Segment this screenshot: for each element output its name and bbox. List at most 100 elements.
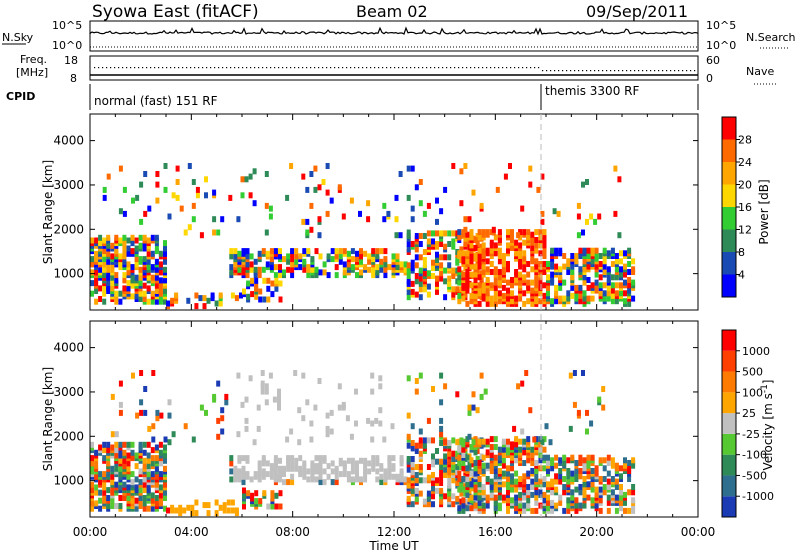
heatmap-cell bbox=[309, 202, 314, 209]
heatmap-cell bbox=[418, 267, 423, 274]
heatmap-cell bbox=[461, 460, 466, 466]
heatmap-cell bbox=[594, 491, 599, 498]
heatmap-cell bbox=[135, 412, 140, 419]
heatmap-cell bbox=[146, 452, 151, 459]
heatmap-cell bbox=[578, 292, 583, 299]
heatmap-cell bbox=[497, 494, 502, 501]
heatmap-cell bbox=[510, 454, 514, 461]
heatmap-cell bbox=[253, 266, 258, 273]
heatmap-cell bbox=[530, 279, 535, 286]
heatmap-cell bbox=[354, 420, 358, 427]
freq-dot bbox=[410, 67, 412, 69]
heatmap-cell bbox=[406, 477, 411, 484]
heatmap-cell bbox=[230, 499, 235, 506]
heatmap-cell bbox=[510, 277, 514, 283]
heatmap-cell bbox=[367, 468, 372, 475]
heatmap-cell bbox=[493, 250, 498, 257]
heatmap-cell bbox=[229, 476, 234, 483]
freq-dot bbox=[674, 70, 676, 72]
heatmap-cell bbox=[426, 238, 431, 245]
heatmap-cell bbox=[522, 239, 527, 246]
freq-dot bbox=[622, 70, 624, 72]
heatmap-cell bbox=[241, 465, 246, 472]
heatmap-cell bbox=[118, 503, 123, 509]
heatmap-cell bbox=[345, 415, 350, 422]
heatmap-cell bbox=[594, 470, 599, 477]
colorbar-segment bbox=[722, 413, 736, 434]
heatmap-cell bbox=[102, 194, 107, 201]
heatmap-cell bbox=[501, 481, 506, 488]
heatmap-cell bbox=[566, 502, 571, 509]
heatmap-cell bbox=[163, 489, 167, 496]
heatmap-cell bbox=[114, 277, 119, 284]
heatmap-cell bbox=[431, 259, 435, 266]
heatmap-cell bbox=[540, 439, 545, 446]
freq-dot bbox=[354, 67, 356, 69]
freq-dot bbox=[530, 67, 532, 69]
heatmap-cell bbox=[250, 291, 255, 298]
heatmap-cell bbox=[550, 298, 555, 305]
heatmap-cell bbox=[146, 264, 151, 271]
heatmap-cell bbox=[627, 460, 632, 466]
heatmap-cell bbox=[163, 457, 167, 464]
heatmap-cell bbox=[130, 240, 135, 247]
freq-dot bbox=[578, 70, 580, 72]
heatmap-cell bbox=[359, 258, 363, 265]
y-tick-label: 1000 bbox=[53, 267, 84, 281]
heatmap-cell bbox=[570, 292, 575, 299]
freq-dot bbox=[478, 67, 480, 69]
heatmap-cell bbox=[532, 436, 537, 443]
heatmap-cell bbox=[530, 484, 535, 490]
heatmap-cell bbox=[138, 479, 143, 486]
heatmap-cell bbox=[142, 457, 147, 464]
heatmap-cell bbox=[526, 279, 531, 286]
x-tick-label: 00:00 bbox=[681, 525, 716, 539]
heatmap-cell bbox=[138, 266, 143, 273]
heatmap-cell bbox=[562, 263, 567, 270]
heatmap-cell bbox=[602, 484, 607, 490]
heatmap-cell bbox=[294, 457, 299, 464]
heatmap-cell bbox=[447, 466, 452, 473]
heatmap-cell bbox=[150, 290, 155, 297]
power-colorbar-label: Power [dB] bbox=[757, 179, 771, 244]
heatmap-cell bbox=[461, 502, 466, 509]
heatmap-cell bbox=[224, 399, 229, 406]
heatmap-cell bbox=[375, 248, 380, 255]
heatmap-cell bbox=[94, 298, 99, 305]
heatmap-cell bbox=[363, 468, 368, 475]
heatmap-cell bbox=[106, 487, 111, 494]
heatmap-cell bbox=[602, 282, 607, 289]
heatmap-cell bbox=[497, 298, 502, 305]
heatmap-cell bbox=[554, 502, 559, 509]
freq-dot bbox=[418, 67, 420, 69]
heatmap-cell bbox=[479, 243, 484, 250]
heatmap-cell bbox=[586, 481, 591, 488]
heatmap-cell bbox=[122, 481, 127, 488]
heatmap-cell bbox=[325, 210, 330, 217]
heatmap-cell bbox=[447, 440, 452, 446]
heatmap-cell bbox=[269, 463, 274, 470]
heatmap-cell bbox=[260, 370, 265, 376]
freq-dot bbox=[346, 67, 348, 69]
heatmap-cell bbox=[473, 470, 478, 477]
heatmap-cell bbox=[410, 205, 415, 212]
heatmap-cell bbox=[126, 495, 131, 501]
heatmap-cell bbox=[610, 274, 615, 281]
heatmap-cell bbox=[619, 465, 623, 472]
heatmap-cell bbox=[510, 486, 514, 493]
heatmap-cell bbox=[606, 494, 611, 501]
heatmap-cell bbox=[538, 446, 543, 453]
heatmap-cell bbox=[110, 393, 115, 400]
heatmap-cell bbox=[212, 229, 217, 236]
heatmap-cell bbox=[142, 500, 147, 507]
heatmap-cell bbox=[406, 495, 411, 502]
heatmap-cell bbox=[501, 452, 506, 458]
heatmap-cell bbox=[598, 476, 603, 482]
heatmap-cell bbox=[467, 487, 472, 494]
heatmap-cell bbox=[134, 484, 139, 491]
freq-dot bbox=[650, 70, 652, 72]
heatmap-cell bbox=[493, 284, 498, 291]
freq-dot bbox=[374, 67, 376, 69]
heatmap-cell bbox=[310, 256, 315, 263]
